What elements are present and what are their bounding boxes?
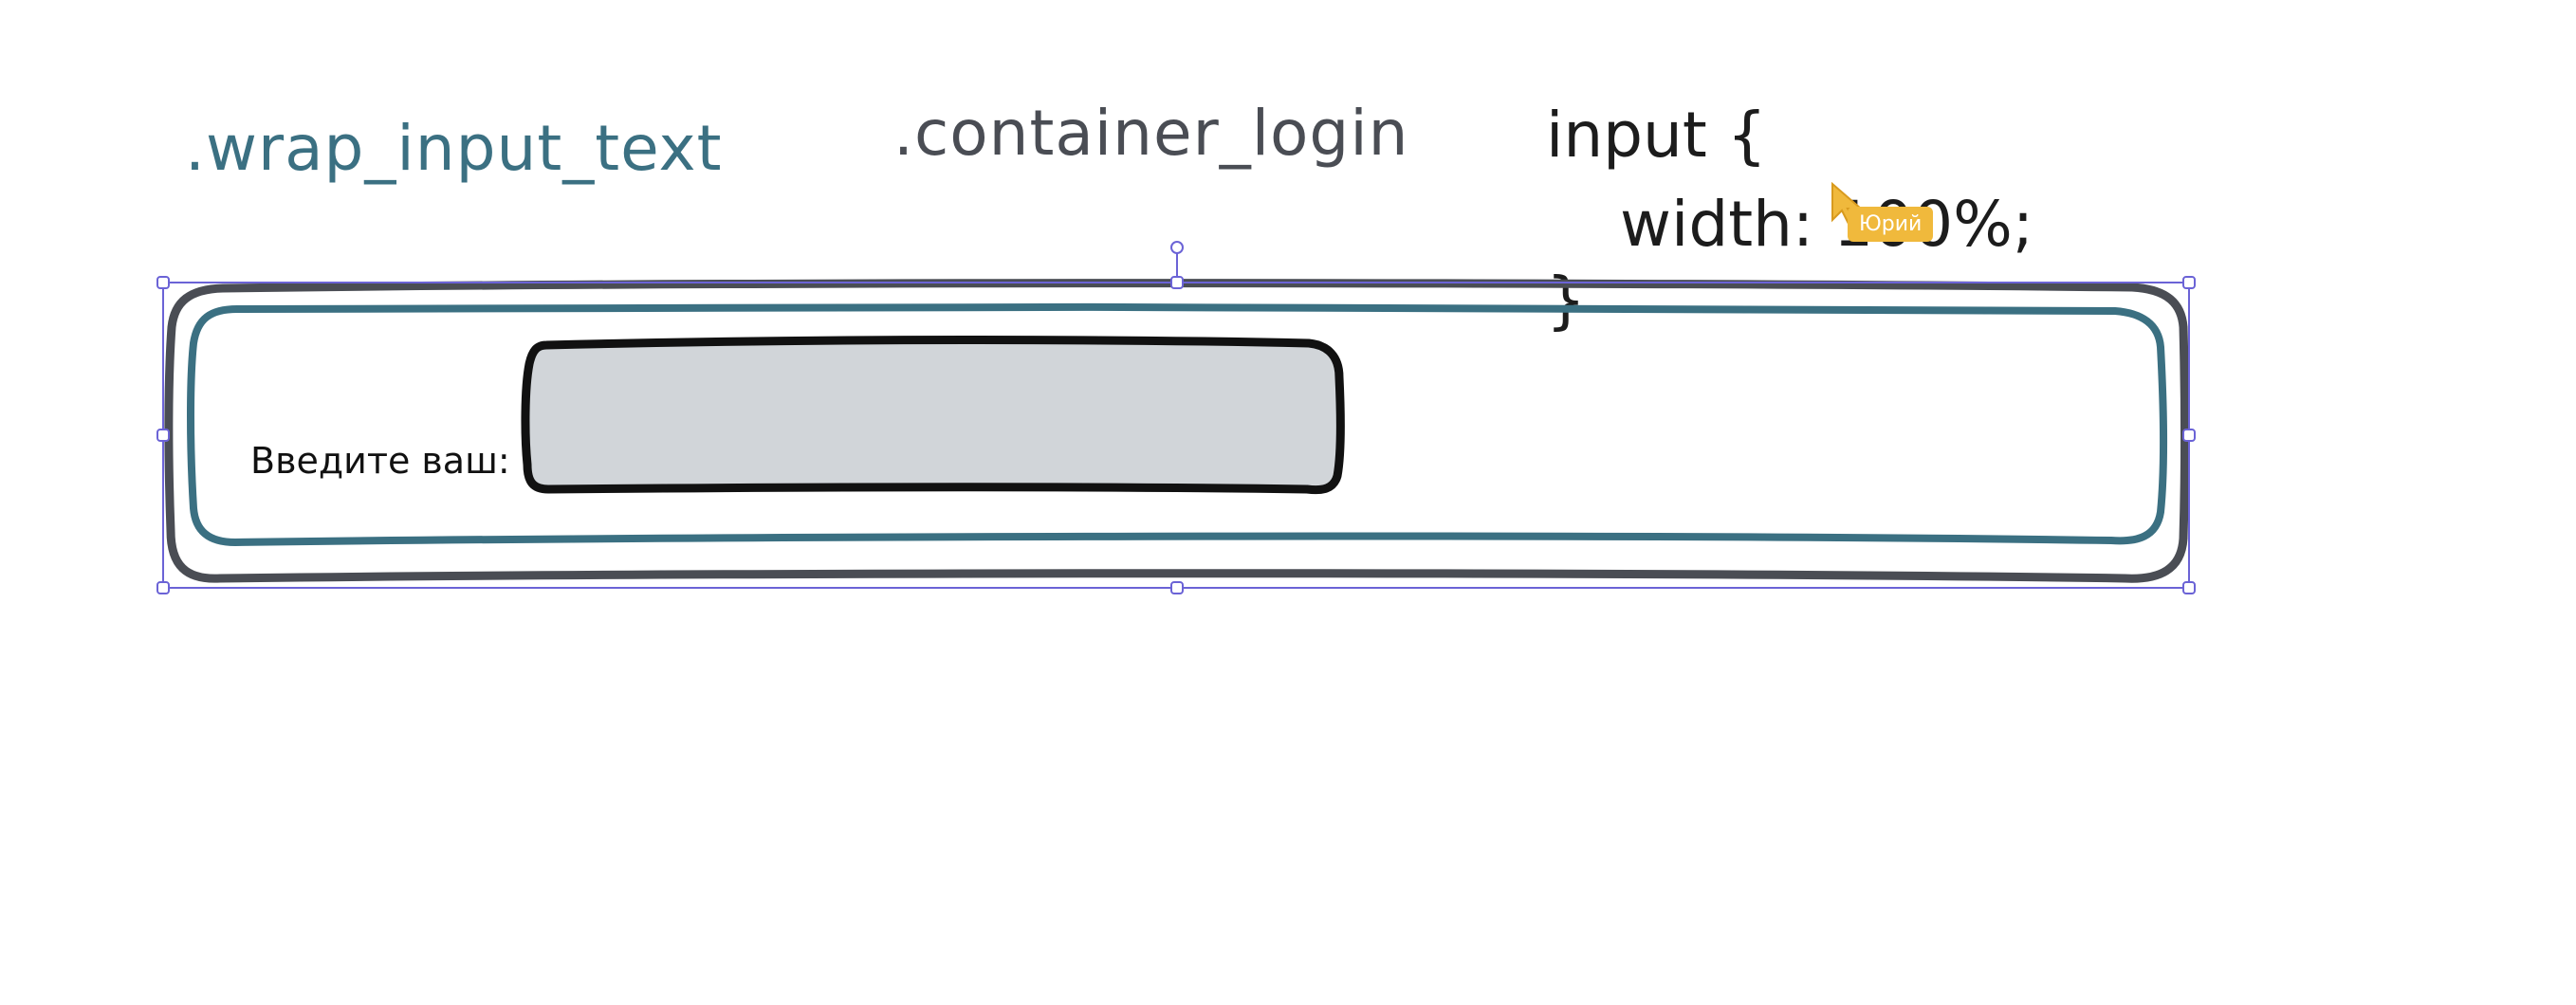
code-line-1: input {: [1546, 99, 1767, 172]
rotate-handle[interactable]: [1170, 241, 1184, 254]
resize-handle-bottom[interactable]: [1170, 581, 1184, 594]
input-field[interactable]: [521, 336, 1345, 495]
resize-handle-left[interactable]: [156, 429, 170, 442]
resize-handle-top-left[interactable]: [156, 276, 170, 289]
input-label: Введите ваш:: [250, 440, 510, 482]
code-line-3: }: [1546, 264, 1586, 337]
outer-container-shape[interactable]: [164, 279, 2189, 583]
resize-handle-top-right[interactable]: [2182, 276, 2196, 289]
resize-handle-bottom-right[interactable]: [2182, 581, 2196, 594]
inner-wrapper-shape[interactable]: [187, 302, 2167, 546]
resize-handle-top[interactable]: [1170, 276, 1184, 289]
code-line-2: width: 100%;: [1620, 188, 2034, 261]
container-login-label: .container_login: [893, 97, 1409, 170]
resize-handle-right[interactable]: [2182, 429, 2196, 442]
collaborator-name-tag: Юрий: [1848, 207, 1934, 242]
wrap-input-text-label: .wrap_input_text: [185, 112, 723, 185]
resize-handle-bottom-left[interactable]: [156, 581, 170, 594]
